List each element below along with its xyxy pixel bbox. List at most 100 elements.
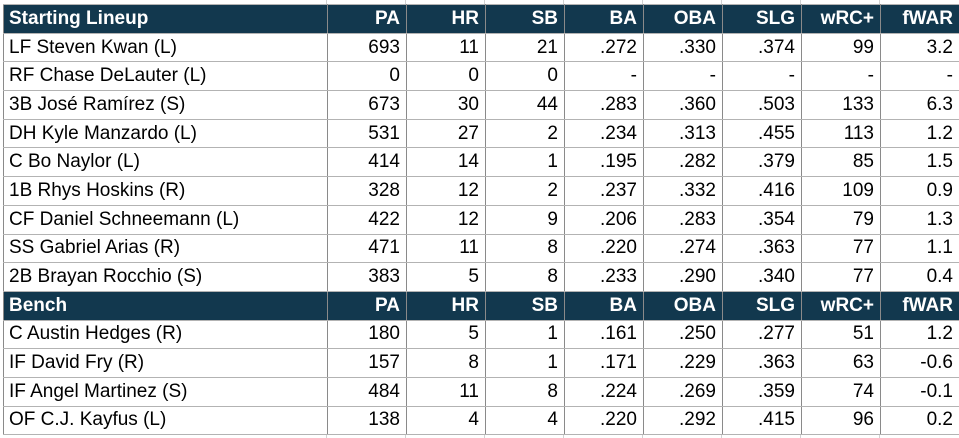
stat-cell-sb: 4	[486, 406, 565, 435]
stat-cell-wrc: 63	[802, 349, 881, 378]
stat-cell-hr: 4	[407, 406, 486, 435]
gridline-stub	[801, 0, 880, 4]
stat-cell-pa: 422	[328, 205, 407, 234]
stat-cell-ba: .220	[565, 234, 644, 263]
stat-cell-oba: .290	[644, 263, 723, 292]
stat-cell-oba: .250	[644, 320, 723, 349]
player-name-cell: DH Kyle Manzardo (L)	[4, 119, 328, 148]
stat-cell-pa: 180	[328, 320, 407, 349]
stat-cell-hr: 12	[407, 205, 486, 234]
column-header-slg: SLG	[723, 291, 802, 320]
stat-cell-wrc: 99	[802, 33, 881, 62]
player-name-cell: C Austin Hedges (R)	[4, 320, 328, 349]
gridline-stub	[564, 0, 643, 4]
stat-cell-fwar: 1.2	[881, 320, 959, 349]
stat-cell-oba: .292	[644, 406, 723, 435]
stat-cell-ba: .283	[565, 91, 644, 120]
stat-cell-ba: .272	[565, 33, 644, 62]
gridline-stub	[880, 0, 959, 4]
player-name-cell: OF C.J. Kayfus (L)	[4, 406, 328, 435]
stat-cell-hr: 8	[407, 349, 486, 378]
stat-cell-pa: 383	[328, 263, 407, 292]
column-header-sb: SB	[486, 5, 565, 34]
stat-cell-hr: 11	[407, 234, 486, 263]
stat-cell-fwar: 3.2	[881, 33, 959, 62]
stat-cell-wrc: 133	[802, 91, 881, 120]
stat-cell-pa: 471	[328, 234, 407, 263]
stat-cell-oba: .283	[644, 205, 723, 234]
stat-cell-slg: .363	[723, 349, 802, 378]
stat-cell-sb: 44	[486, 91, 565, 120]
player-name-cell: IF Angel Martinez (S)	[4, 377, 328, 406]
stat-cell-oba: .229	[644, 349, 723, 378]
player-name-cell: C Bo Naylor (L)	[4, 148, 328, 177]
stat-cell-slg: .359	[723, 377, 802, 406]
column-header-wrc: wRC+	[802, 291, 881, 320]
stat-cell-slg: .340	[723, 263, 802, 292]
stat-cell-fwar: 1.3	[881, 205, 959, 234]
stat-cell-ba: .237	[565, 177, 644, 206]
section-title-bench: Bench	[4, 291, 328, 320]
stat-cell-hr: 0	[407, 62, 486, 91]
player-name-cell: SS Gabriel Arias (R)	[4, 234, 328, 263]
player-name-cell: LF Steven Kwan (L)	[4, 33, 328, 62]
stat-cell-pa: 531	[328, 119, 407, 148]
gridline-stub	[643, 0, 722, 4]
stat-cell-oba: .330	[644, 33, 723, 62]
stat-cell-fwar: 1.5	[881, 148, 959, 177]
stat-cell-fwar: 1.2	[881, 119, 959, 148]
player-name-cell: 1B Rhys Hoskins (R)	[4, 177, 328, 206]
stat-cell-sb: 1	[486, 320, 565, 349]
stat-cell-ba: .233	[565, 263, 644, 292]
stat-cell-hr: 30	[407, 91, 486, 120]
column-header-oba: OBA	[644, 5, 723, 34]
stat-cell-hr: 14	[407, 148, 486, 177]
stat-cell-sb: 8	[486, 263, 565, 292]
stat-cell-pa: 673	[328, 91, 407, 120]
column-header-slg: SLG	[723, 5, 802, 34]
stat-cell-oba: .269	[644, 377, 723, 406]
stat-cell-hr: 11	[407, 377, 486, 406]
stat-cell-sb: 21	[486, 33, 565, 62]
stat-cell-slg: .416	[723, 177, 802, 206]
stat-cell-oba: .274	[644, 234, 723, 263]
stat-cell-hr: 11	[407, 33, 486, 62]
stat-cell-sb: 8	[486, 377, 565, 406]
stat-cell-wrc: 96	[802, 406, 881, 435]
stat-cell-fwar: 0.9	[881, 177, 959, 206]
stat-cell-fwar: 0.2	[881, 406, 959, 435]
column-header-wrc: wRC+	[802, 5, 881, 34]
column-header-ba: BA	[565, 291, 644, 320]
gridline-stub	[406, 0, 485, 4]
stat-cell-ba: .206	[565, 205, 644, 234]
stat-cell-oba: .282	[644, 148, 723, 177]
stat-cell-oba: .360	[644, 91, 723, 120]
stat-cell-fwar: 1.1	[881, 234, 959, 263]
stat-cell-fwar: -0.1	[881, 377, 959, 406]
stat-cell-pa: 484	[328, 377, 407, 406]
stat-cell-hr: 5	[407, 320, 486, 349]
stat-cell-hr: 5	[407, 263, 486, 292]
stat-cell-slg: .503	[723, 91, 802, 120]
stat-cell-oba: .313	[644, 119, 723, 148]
player-name-cell: CF Daniel Schneemann (L)	[4, 205, 328, 234]
stat-cell-pa: 693	[328, 33, 407, 62]
stat-cell-hr: 27	[407, 119, 486, 148]
stat-cell-slg: .455	[723, 119, 802, 148]
stat-cell-wrc: 85	[802, 148, 881, 177]
stat-cell-pa: 0	[328, 62, 407, 91]
stat-cell-hr: 12	[407, 177, 486, 206]
gridline-stub	[485, 0, 564, 4]
stat-cell-sb: 9	[486, 205, 565, 234]
gridline-stub	[327, 0, 406, 4]
